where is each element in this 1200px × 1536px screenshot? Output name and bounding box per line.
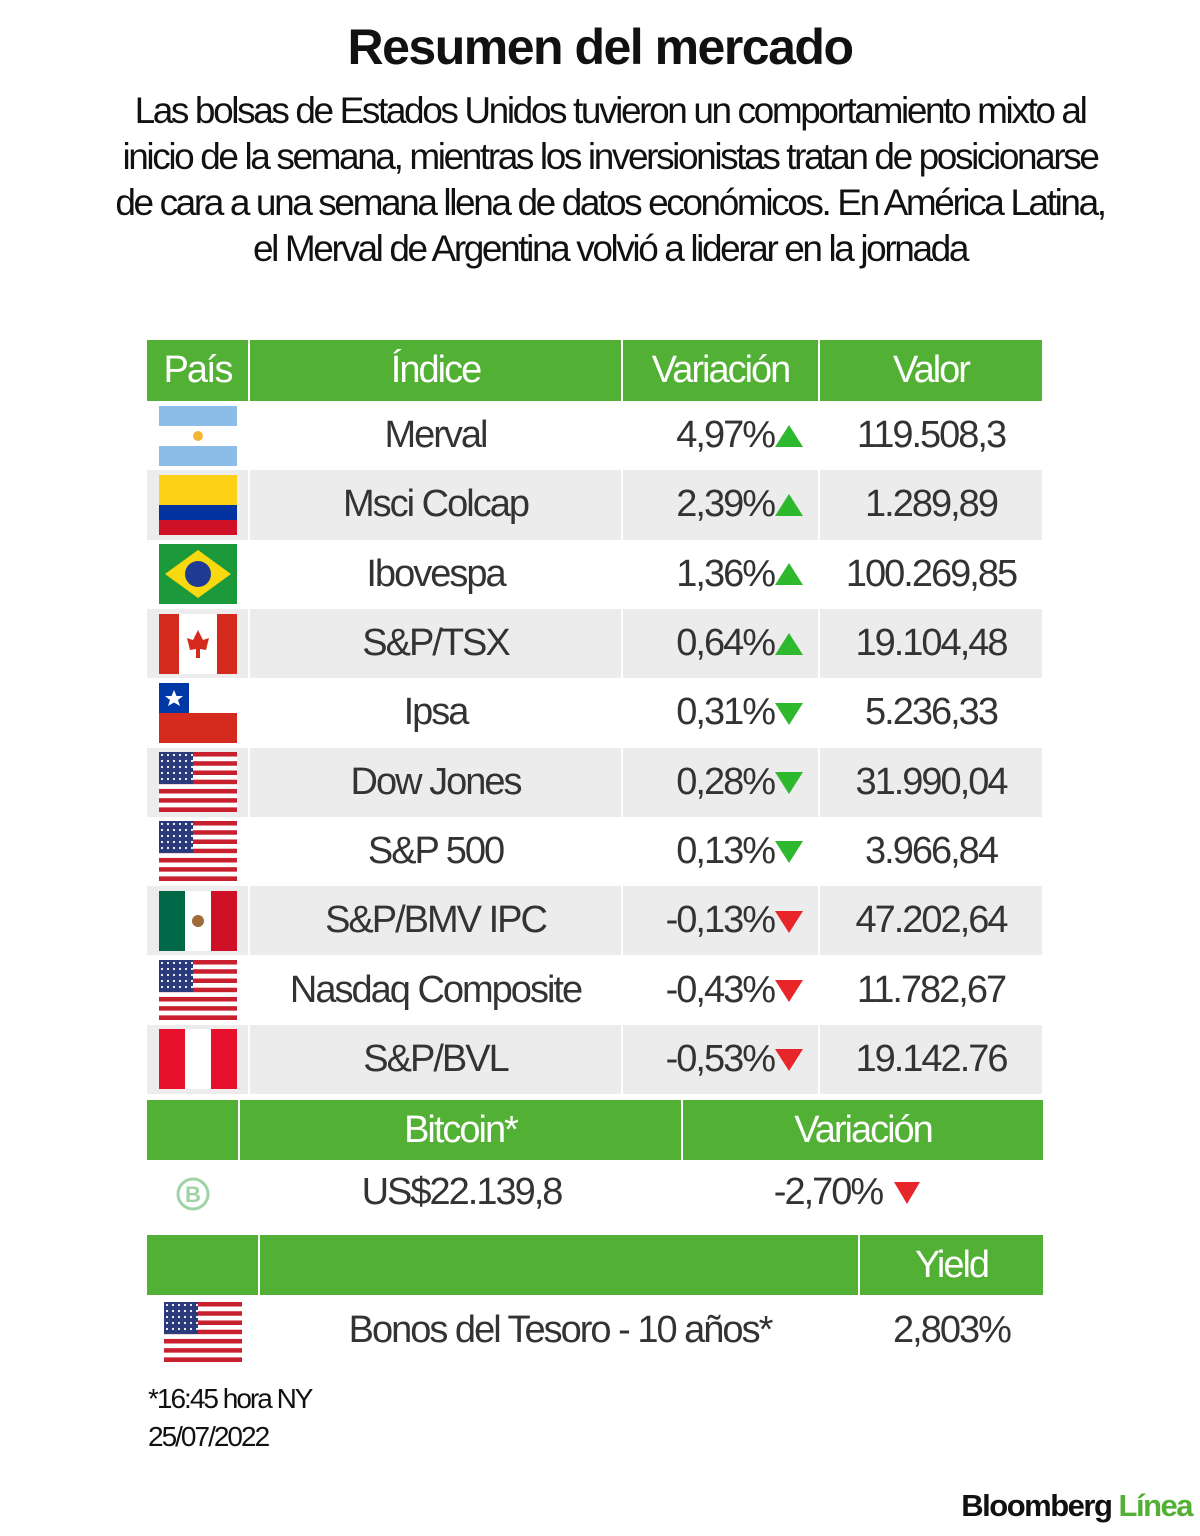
index-cell: Msci Colcap <box>250 470 623 540</box>
flag-cell <box>147 539 250 609</box>
value-cell: 5.236,33 <box>820 678 1042 748</box>
variation-text: 0,31% <box>676 691 776 734</box>
logo-brand: Bloomberg <box>961 1488 1113 1523</box>
flag-cell <box>147 747 250 817</box>
index-cell: S&P/TSX <box>250 608 623 679</box>
flag <box>158 960 237 1021</box>
variation-text: -0,43% <box>665 968 776 1011</box>
bitcoin-value: US$22.139,8 <box>361 1171 564 1213</box>
flag <box>158 752 237 813</box>
variation-cell: -0,13% <box>623 886 820 956</box>
flag-cell <box>147 608 250 679</box>
bitcoin-icon: B <box>176 1177 210 1211</box>
svg-text:B: B <box>185 1182 201 1207</box>
value-cell: 3.966,84 <box>820 816 1042 887</box>
down-arrow <box>775 841 803 864</box>
header-cell: Bitcoin* <box>240 1100 683 1160</box>
index-cell: Ibovespa <box>250 539 623 609</box>
index-cell: Dow Jones <box>250 747 623 817</box>
up-arrow <box>775 493 803 516</box>
logo-product: Línea <box>1118 1488 1194 1523</box>
flag-cell <box>147 886 250 956</box>
subtitle: Las bolsas de Estados Unidos tuvieron un… <box>115 90 1107 269</box>
value-cell: 31.990,04 <box>820 747 1042 817</box>
variation-cell: 0,31% <box>623 678 820 748</box>
logo: Bloomberg Línea <box>961 1488 1194 1524</box>
value-cell: 119.508,3 <box>820 401 1042 471</box>
flag <box>158 821 237 882</box>
header-cell: País <box>147 340 250 401</box>
footnote-line: 25/07/2022 <box>148 1421 270 1452</box>
value-cell: 19.104,48 <box>820 608 1042 679</box>
flag-cell <box>147 816 250 887</box>
flag-cell <box>147 1024 250 1094</box>
flag <box>158 474 237 535</box>
index-cell: S&P/BMV IPC <box>250 886 623 956</box>
index-cell: S&P/BVL <box>250 1024 623 1094</box>
value-cell: 1.289,89 <box>820 470 1042 540</box>
flag-cell <box>147 470 250 540</box>
up-arrow <box>775 632 803 655</box>
variation-text: -0,13% <box>665 899 776 942</box>
variation-cell: 4,97% <box>623 401 820 471</box>
flag <box>158 544 237 605</box>
header-cell <box>147 1100 240 1160</box>
flag <box>164 1302 242 1362</box>
variation-text: 0,64% <box>676 622 776 665</box>
header-cell <box>260 1235 860 1295</box>
header-cell <box>147 1235 260 1295</box>
variation-cell: -0,43% <box>623 955 820 1025</box>
variation-text: 0,28% <box>676 760 776 803</box>
header-cell: Índice <box>250 340 623 401</box>
text: -2,70% <box>773 1171 884 1213</box>
variation-text: -0,53% <box>665 1037 776 1080</box>
flag-cell <box>147 955 250 1025</box>
value-cell: 47.202,64 <box>820 886 1042 956</box>
index-cell: Merval <box>250 401 623 471</box>
down-arrow <box>775 910 803 933</box>
variation-cell: 0,28% <box>623 747 820 817</box>
header-cell: Yield <box>860 1235 1043 1295</box>
flag-cell <box>147 401 250 471</box>
index-cell: Ipsa <box>250 678 623 748</box>
variation-cell: 0,13% <box>623 816 820 887</box>
variation-cell: 1,36% <box>623 539 820 609</box>
title: Resumen del mercado <box>347 19 854 75</box>
variation-cell: -0,53% <box>623 1024 820 1094</box>
down-arrow <box>775 702 803 725</box>
up-arrow <box>775 563 803 586</box>
flag <box>158 1029 237 1090</box>
variation-text: 4,97% <box>676 414 776 457</box>
index-cell: S&P 500 <box>250 816 623 887</box>
flag-cell <box>147 678 250 748</box>
footnote: *16:45 hora NY 25/07/2022 <box>148 1380 313 1456</box>
down-arrow <box>775 772 803 795</box>
flag <box>164 1302 242 1367</box>
flag <box>158 405 237 466</box>
bond-yield: 2,803% <box>893 1308 1012 1351</box>
variation-text: 2,39% <box>676 483 776 526</box>
header-cell: Variación <box>623 340 820 401</box>
bitcoin-variation: -2,70% <box>683 1160 1043 1225</box>
variation-cell: 2,39% <box>623 470 820 540</box>
header-cell: Valor <box>820 340 1042 401</box>
value-cell: 11.782,67 <box>820 955 1042 1025</box>
variation-cell: 0,64% <box>623 608 820 679</box>
variation-text: 1,36% <box>676 552 776 595</box>
flag <box>158 890 237 951</box>
value-cell: 19.142.76 <box>820 1024 1042 1094</box>
header-cell: Variación <box>683 1100 1043 1160</box>
bond-name: Bonos del Tesoro - 10 años* <box>348 1308 774 1351</box>
flag <box>158 613 237 674</box>
down-arrow <box>775 1049 803 1072</box>
variation-text: 0,13% <box>676 829 776 872</box>
index-cell: Nasdaq Composite <box>250 955 623 1025</box>
footnote-line: *16:45 hora NY <box>148 1383 313 1414</box>
up-arrow <box>775 424 803 447</box>
value-cell: 100.269,85 <box>820 539 1042 609</box>
down-arrow <box>775 980 803 1003</box>
down-arrow <box>894 1181 921 1204</box>
flag <box>158 682 237 743</box>
